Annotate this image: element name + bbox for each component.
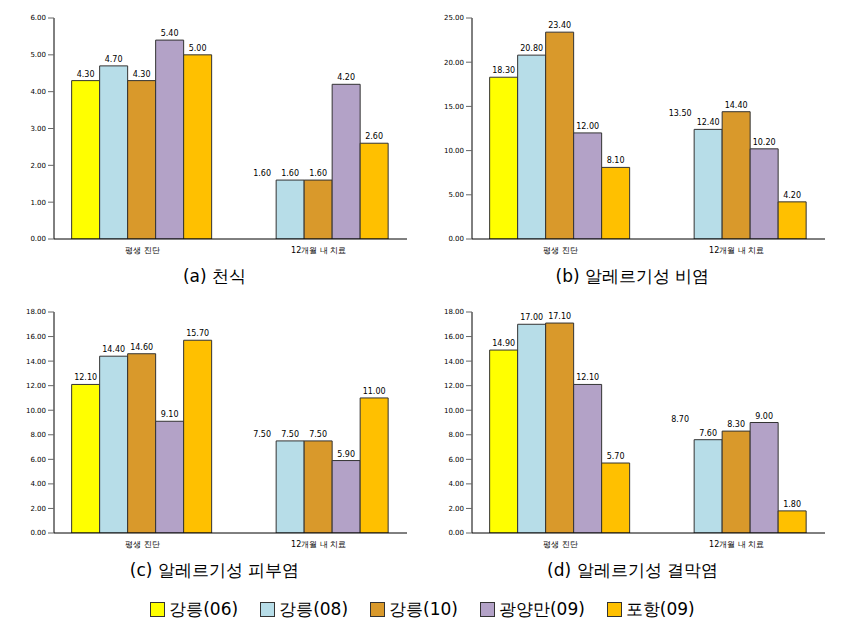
html-text:강릉(08): 강릉(08) [279,599,348,619]
svg-text:25.00: 25.00 [444,14,464,22]
svg-text:15.70: 15.70 [186,329,209,338]
svg-text:12.10: 12.10 [74,373,97,382]
svg-text:1.60: 1.60 [281,169,299,178]
svg-text:1.60: 1.60 [253,169,271,178]
svg-text:17.10: 17.10 [548,312,571,321]
svg-text:8.30: 8.30 [727,420,745,429]
svg-text:1.80: 1.80 [783,500,801,509]
svg-text:4.20: 4.20 [337,73,355,82]
svg-text:20.00: 20.00 [444,59,464,67]
html-text:광양만(09): 광양만(09) [499,599,585,619]
svg-text:18.00: 18.00 [26,308,46,316]
svg-text:8.70: 8.70 [671,415,689,424]
svg-text:0.00: 0.00 [30,529,46,537]
html-text:(d) 알레르기성 결막염: (d) 알레르기성 결막염 [547,560,718,580]
svg-text:12.00: 12.00 [26,382,46,390]
svg-text:14.40: 14.40 [102,345,125,354]
svg-text:5.90: 5.90 [337,450,355,459]
svg-text:5.70: 5.70 [607,452,625,461]
svg-text:6.00: 6.00 [30,14,46,22]
svg-text:평생 진단: 평생 진단 [543,246,578,255]
svg-text:16.00: 16.00 [26,333,46,341]
svg-text:6.00: 6.00 [448,456,464,464]
svg-text:10.20: 10.20 [753,138,776,147]
svg-text:12.00: 12.00 [576,122,599,131]
svg-text:14.60: 14.60 [130,343,153,352]
svg-text:9.10: 9.10 [161,410,179,419]
svg-text:4.30: 4.30 [133,70,151,79]
svg-text:평생 진단: 평생 진단 [125,246,160,255]
svg-text:4.20: 4.20 [783,191,801,200]
svg-text:8.10: 8.10 [607,156,625,165]
svg-text:4.00: 4.00 [448,480,464,488]
svg-text:12.40: 12.40 [697,118,720,127]
svg-text:7.50: 7.50 [253,430,271,439]
html-text:강릉(10): 강릉(10) [389,599,458,619]
svg-text:2.00: 2.00 [30,162,46,170]
svg-text:1.60: 1.60 [309,169,327,178]
svg-text:17.00: 17.00 [520,313,543,322]
svg-text:12개월 내 치료: 12개월 내 치료 [291,540,346,549]
svg-text:14.00: 14.00 [26,358,46,366]
svg-text:12개월 내 치료: 12개월 내 치료 [709,246,764,255]
svg-text:2.00: 2.00 [448,505,464,513]
svg-text:평생 진단: 평생 진단 [543,540,578,549]
svg-text:12.00: 12.00 [444,382,464,390]
svg-text:5.00: 5.00 [30,51,46,59]
svg-text:15.00: 15.00 [444,103,464,111]
svg-text:5.40: 5.40 [161,29,179,38]
svg-text:12.10: 12.10 [576,373,599,382]
svg-text:14.40: 14.40 [725,101,748,110]
html-text:포항(09): 포항(09) [625,599,695,619]
svg-text:4.00: 4.00 [30,480,46,488]
html-text:(c) 알레르기성 피부염: (c) 알레르기성 피부염 [129,560,300,580]
svg-text:13.50: 13.50 [669,109,692,118]
svg-text:평생 진단: 평생 진단 [125,540,160,549]
svg-text:4.00: 4.00 [30,88,46,96]
svg-text:9.00: 9.00 [755,412,773,421]
svg-text:12개월 내 치료: 12개월 내 치료 [291,246,346,255]
svg-text:0.00: 0.00 [448,235,464,243]
svg-text:10.00: 10.00 [444,407,464,415]
svg-text:0.00: 0.00 [30,235,46,243]
svg-text:12개월 내 치료: 12개월 내 치료 [709,540,764,549]
svg-text:1.00: 1.00 [30,199,46,207]
svg-text:6.00: 6.00 [30,456,46,464]
svg-text:3.00: 3.00 [30,125,46,133]
svg-text:8.00: 8.00 [30,431,46,439]
svg-text:7.50: 7.50 [309,430,327,439]
html-text:(a) 천식: (a) 천식 [183,266,246,286]
svg-text:14.00: 14.00 [444,358,464,366]
html-text:(b) 알레르기성 비염: (b) 알레르기성 비염 [555,266,710,286]
svg-text:4.70: 4.70 [105,55,123,64]
svg-text:11.00: 11.00 [363,387,386,396]
svg-text:4.30: 4.30 [77,70,95,79]
svg-text:14.90: 14.90 [492,339,515,348]
svg-text:5.00: 5.00 [448,191,464,199]
svg-text:8.00: 8.00 [448,431,464,439]
svg-text:2.60: 2.60 [365,132,383,141]
svg-text:18.00: 18.00 [444,308,464,316]
svg-text:23.40: 23.40 [548,21,571,30]
svg-text:18.30: 18.30 [492,66,515,75]
svg-text:16.00: 16.00 [444,333,464,341]
svg-text:10.00: 10.00 [444,147,464,155]
svg-text:20.80: 20.80 [520,44,543,53]
html-text:강릉(06): 강릉(06) [169,599,239,619]
svg-text:7.60: 7.60 [699,429,717,438]
svg-text:7.50: 7.50 [281,430,299,439]
svg-text:2.00: 2.00 [30,505,46,513]
svg-text:5.00: 5.00 [189,44,207,53]
svg-text:10.00: 10.00 [26,407,46,415]
svg-text:0.00: 0.00 [448,529,464,537]
